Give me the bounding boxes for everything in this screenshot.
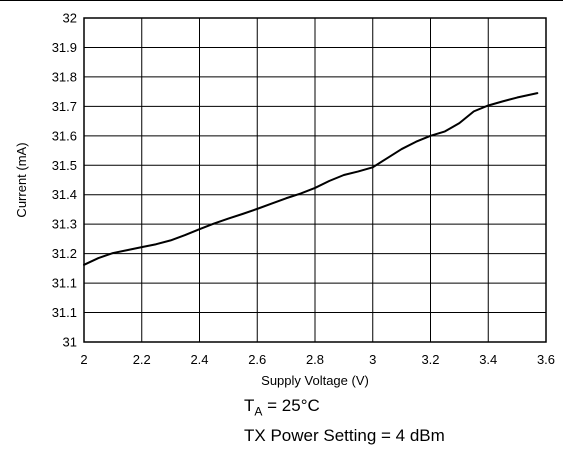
x-axis-label: Supply Voltage (V) xyxy=(261,373,369,388)
y-tick-label: 31.4 xyxy=(52,187,77,202)
x-tick-label: 2 xyxy=(80,352,87,367)
y-tick-label: 31.9 xyxy=(52,40,77,55)
temperature-symbol: T xyxy=(244,396,255,415)
y-tick-label: 31.8 xyxy=(52,69,77,84)
temperature-annotation: TA = 25°C xyxy=(244,396,320,418)
x-tick-label: 2.4 xyxy=(190,352,208,367)
x-tick-label: 3.6 xyxy=(537,352,555,367)
y-tick-label: 31.6 xyxy=(52,128,77,143)
y-axis-label: Current (mA) xyxy=(14,142,29,217)
current-series-line xyxy=(83,92,539,266)
y-tick-label: 31.1 xyxy=(52,276,77,291)
plot-frame xyxy=(83,17,547,343)
x-tick-label: 3.2 xyxy=(421,352,439,367)
y-tick-label: 31.3 xyxy=(52,217,77,232)
x-tick-label: 2.8 xyxy=(306,352,324,367)
y-tick-label: 31.1 xyxy=(52,305,77,320)
y-tick-label: 32 xyxy=(63,11,77,26)
x-tick-label: 2.2 xyxy=(133,352,151,367)
x-tick-label: 3 xyxy=(369,352,376,367)
grid xyxy=(84,18,546,342)
y-tick-label: 31.7 xyxy=(52,99,77,114)
x-tick-label: 2.6 xyxy=(248,352,266,367)
power-setting-annotation: TX Power Setting = 4 dBm xyxy=(244,426,445,445)
y-tick-label: 31.5 xyxy=(52,158,77,173)
y-tick-label: 31.2 xyxy=(52,246,77,261)
y-tick-labels: 31 31.1 31.1 31.2 31.3 31.4 31.5 31.6 31.7 31.8 31… xyxy=(52,11,77,350)
y-tick-label: 31 xyxy=(63,335,77,350)
x-tick-label: 3.4 xyxy=(479,352,497,367)
x-tick-labels: 2 2.2 2.4 2.6 2.8 3 3.2 3.4 3.6 xyxy=(80,352,555,367)
temperature-value: = 25°C xyxy=(262,396,320,415)
temperature-subscript: A xyxy=(254,404,263,419)
